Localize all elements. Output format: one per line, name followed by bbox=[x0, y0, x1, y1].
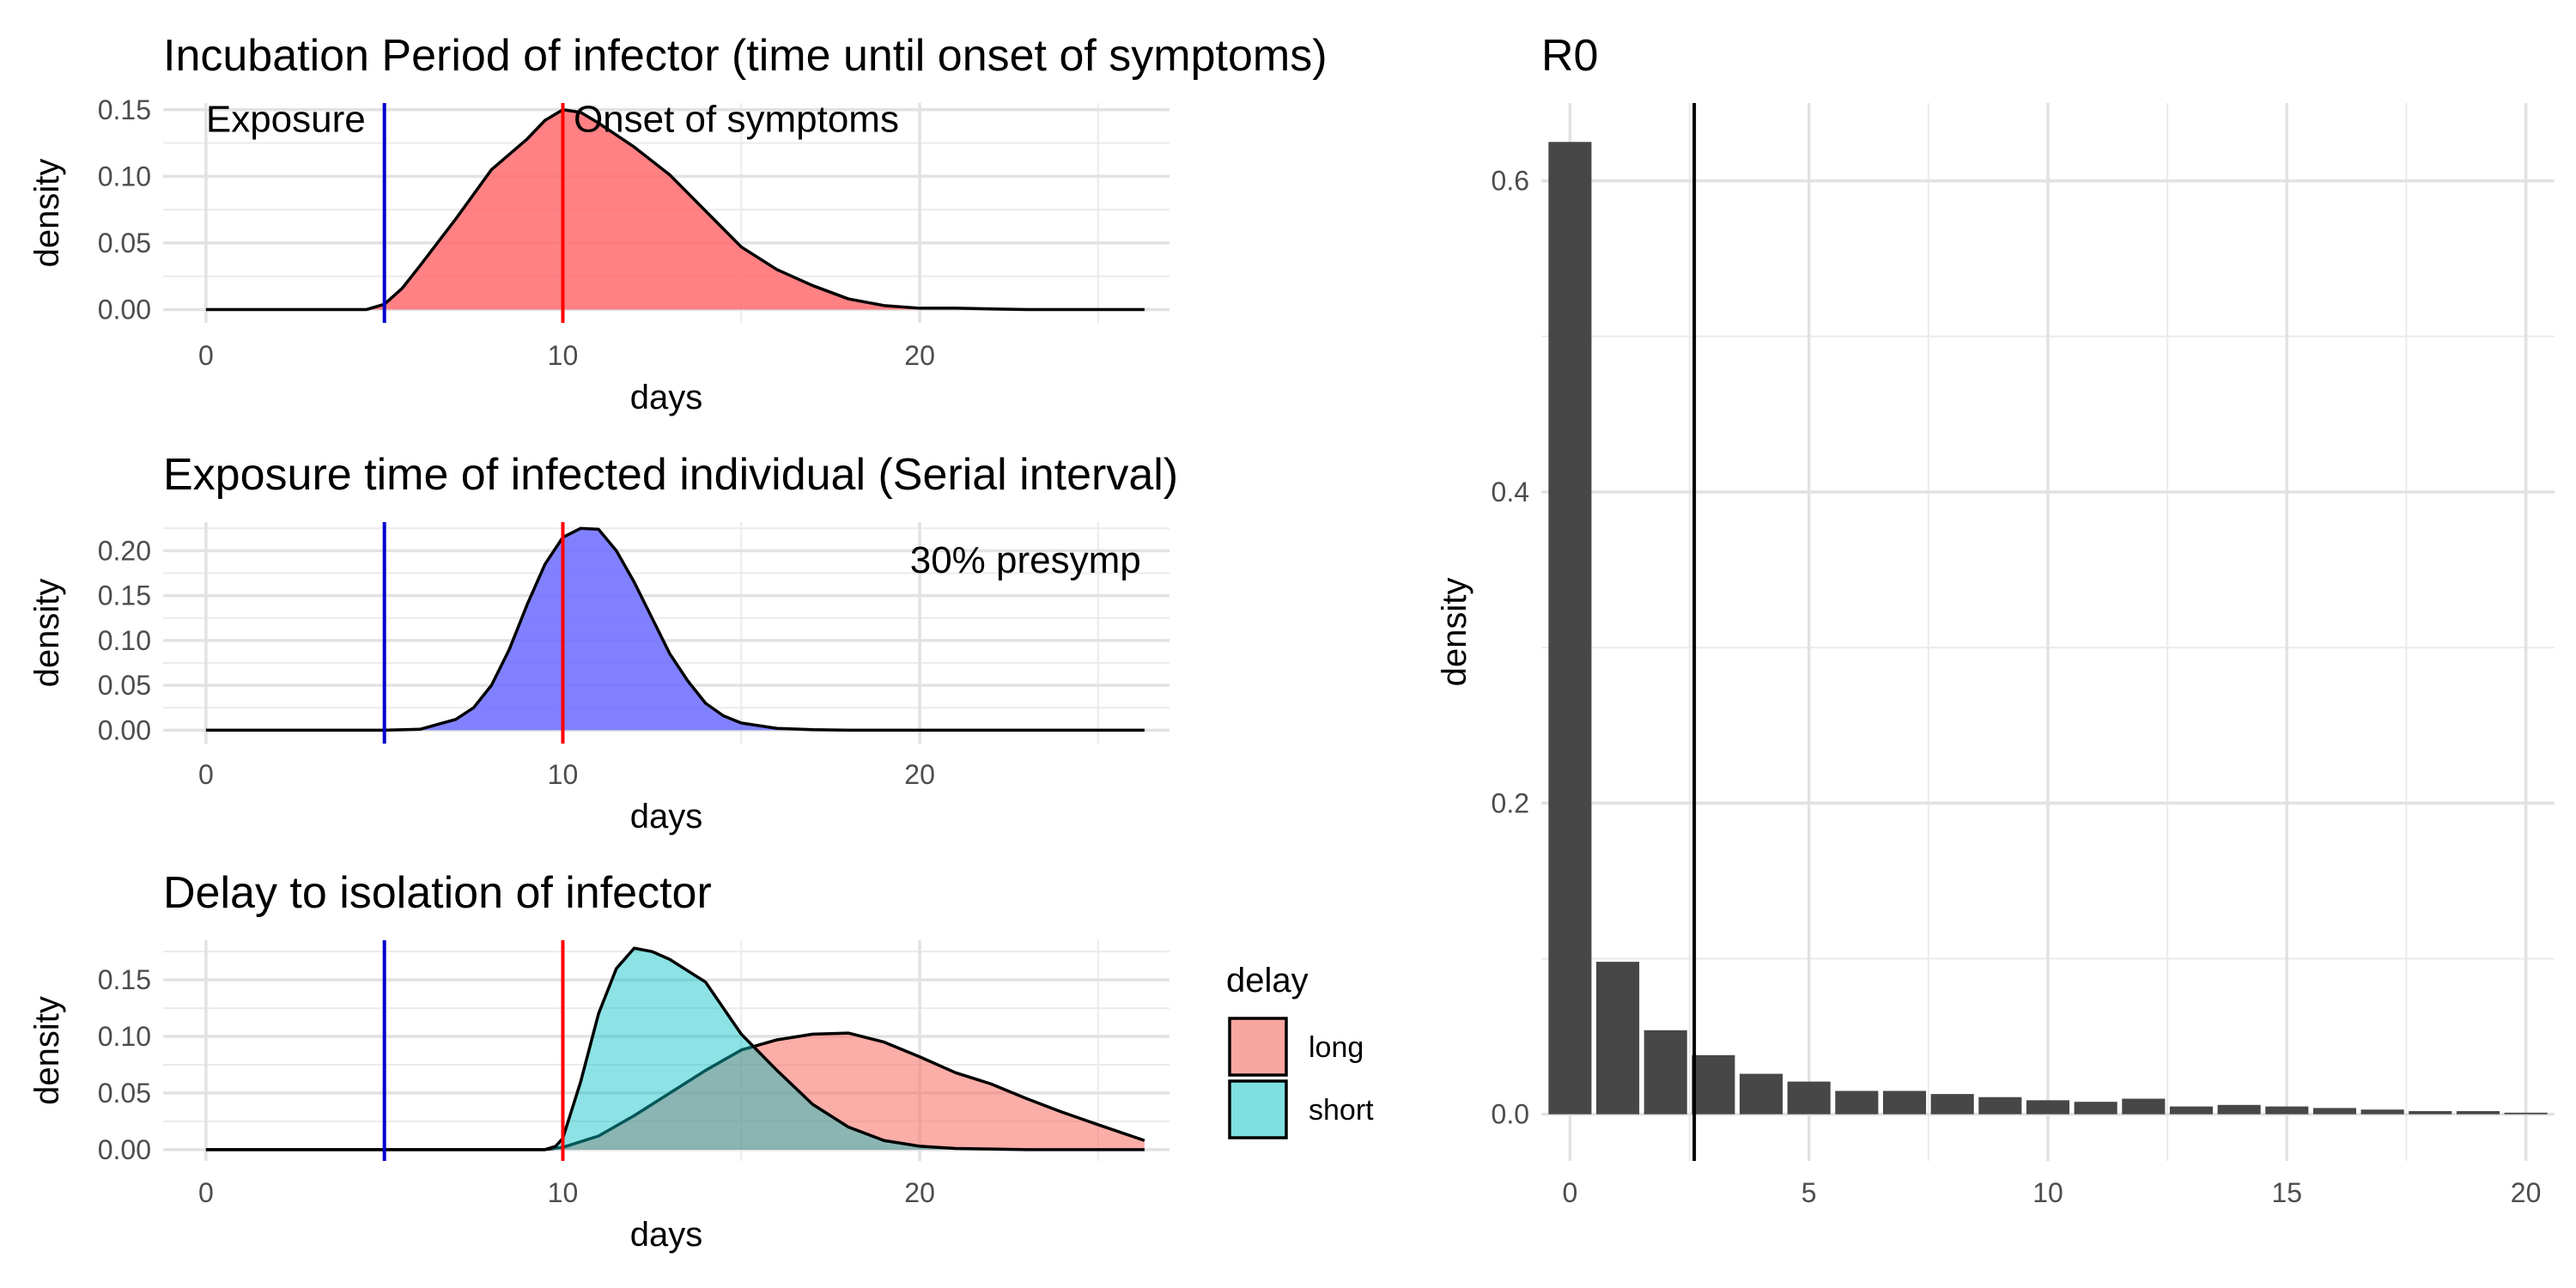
histogram-bar bbox=[2217, 1104, 2261, 1115]
legend-title: delay bbox=[1226, 962, 1309, 999]
histogram-bar bbox=[1596, 962, 1640, 1115]
histogram-bar bbox=[1787, 1081, 1831, 1115]
density-line bbox=[205, 108, 1145, 312]
y-tick-label: 0.0 bbox=[1492, 1099, 1529, 1130]
legend-key-short bbox=[1228, 1079, 1288, 1139]
histogram-bar bbox=[2265, 1106, 2309, 1115]
y-tick-label: 0.15 bbox=[98, 580, 151, 611]
histogram-bar bbox=[2409, 1111, 2452, 1115]
density-line bbox=[205, 526, 1145, 732]
y-axis-title: density bbox=[28, 579, 66, 688]
y-tick-label: 0.20 bbox=[98, 535, 151, 566]
x-tick-label: 10 bbox=[548, 340, 579, 371]
y-tick-label: 0.4 bbox=[1492, 477, 1529, 507]
density-area bbox=[205, 109, 1145, 310]
x-axis-title: days bbox=[630, 798, 703, 835]
histogram-bar bbox=[1643, 1030, 1687, 1115]
panel-title: R0 bbox=[1541, 31, 1598, 81]
y-tick-label: 0.05 bbox=[98, 228, 151, 258]
histogram-bar bbox=[1978, 1097, 2022, 1115]
histogram-bar bbox=[2074, 1102, 2117, 1115]
x-tick-label: 0 bbox=[198, 1177, 214, 1208]
x-tick-label: 20 bbox=[904, 759, 935, 790]
density-area-short bbox=[205, 948, 1145, 1150]
y-tick-label: 0.10 bbox=[98, 1021, 151, 1052]
histogram-bar bbox=[2504, 1112, 2548, 1115]
histogram-bar bbox=[1930, 1094, 1974, 1115]
histogram-bar bbox=[2312, 1108, 2357, 1115]
annotation-text: 30% presymp bbox=[910, 539, 1141, 581]
x-tick-label: 15 bbox=[2272, 1177, 2303, 1208]
y-axis-title: density bbox=[28, 159, 66, 268]
histogram-bar bbox=[1548, 142, 1592, 1115]
x-tick-label: 10 bbox=[548, 1177, 579, 1208]
x-tick-label: 0 bbox=[198, 759, 214, 790]
panel-serial: 30% presymp 0.00 0.05 0.10 0.15 0.20 0 10 20 Expo… bbox=[28, 450, 1178, 835]
x-tick-label: 20 bbox=[2511, 1177, 2542, 1208]
panel-r0: 0.0 0.2 0.4 0.6 0 5 10 15 20 R0 density bbox=[1436, 31, 2555, 1208]
y-tick-label: 0.05 bbox=[98, 1078, 151, 1109]
x-tick-label: 20 bbox=[904, 340, 935, 371]
y-tick-label: 0.00 bbox=[98, 1134, 151, 1165]
histogram-bar bbox=[1835, 1091, 1879, 1115]
panel-title: Incubation Period of infector (time unti… bbox=[163, 31, 1327, 81]
y-axis-title: density bbox=[1436, 578, 1473, 687]
y-tick-label: 0.10 bbox=[98, 161, 151, 191]
x-axis-title: days bbox=[630, 379, 703, 416]
histogram-bar bbox=[2456, 1111, 2500, 1115]
x-tick-label: 5 bbox=[1801, 1177, 1817, 1208]
panel-title: Exposure time of infected individual (Se… bbox=[163, 450, 1178, 500]
x-tick-label: 10 bbox=[548, 759, 579, 790]
density-line-long bbox=[205, 1031, 1145, 1151]
density-area bbox=[205, 528, 1145, 731]
histogram-bar bbox=[2360, 1109, 2404, 1115]
y-tick-label: 0.00 bbox=[98, 294, 151, 325]
histogram-bar bbox=[2026, 1100, 2070, 1115]
x-axis-title: days bbox=[630, 1216, 703, 1254]
x-tick-label: 0 bbox=[198, 340, 214, 371]
density-line-short bbox=[205, 946, 1145, 1151]
histogram-bar bbox=[1692, 1054, 1735, 1115]
panel-title: Delay to isolation of infector bbox=[163, 868, 712, 918]
y-tick-label: 0.00 bbox=[98, 714, 151, 745]
x-tick-label: 10 bbox=[2032, 1177, 2063, 1208]
y-tick-label: 0.15 bbox=[98, 94, 151, 125]
legend-label: long bbox=[1309, 1031, 1364, 1064]
panel-incubation: Exposure Onset of symptoms 0.00 0.05 0.10 0.1… bbox=[28, 31, 1327, 416]
y-tick-label: 0.2 bbox=[1492, 787, 1529, 818]
y-tick-label: 0.6 bbox=[1492, 166, 1529, 197]
histogram-bar bbox=[1739, 1073, 1783, 1115]
histogram-bar bbox=[2169, 1106, 2214, 1115]
y-tick-label: 0.10 bbox=[98, 625, 151, 656]
y-tick-label: 0.15 bbox=[98, 964, 151, 995]
x-tick-label: 20 bbox=[904, 1177, 935, 1208]
legend-label: short bbox=[1309, 1094, 1374, 1127]
panel-delay: 0.00 0.05 0.10 0.15 0 10 20 Delay to isolation … bbox=[28, 868, 1374, 1254]
histogram-bar bbox=[1882, 1091, 1927, 1115]
annotation-text: Exposure bbox=[206, 99, 366, 141]
x-tick-label: 0 bbox=[1562, 1177, 1577, 1208]
histogram-bar bbox=[2122, 1098, 2166, 1115]
annotation-text: Onset of symptoms bbox=[574, 99, 899, 141]
legend-key-long bbox=[1228, 1017, 1288, 1077]
y-axis-title: density bbox=[28, 996, 66, 1105]
y-tick-label: 0.05 bbox=[98, 670, 151, 701]
